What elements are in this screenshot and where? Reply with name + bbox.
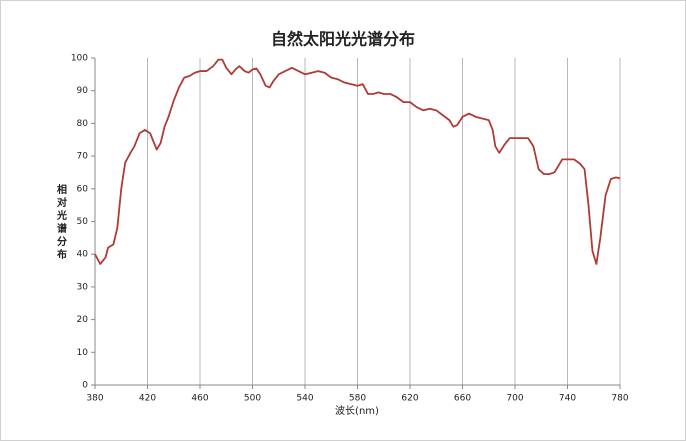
x-tick-label: 540 [296, 394, 313, 404]
chart-title: 自然太阳光光谱分布 [271, 30, 415, 49]
x-tick-label: 700 [506, 394, 523, 404]
x-tick-label: 580 [349, 394, 366, 404]
y-tick-label: 10 [77, 348, 89, 358]
x-tick-label: 740 [559, 394, 576, 404]
y-tick-label: 80 [77, 119, 89, 129]
x-axis-label: 波长(nm) [335, 404, 379, 417]
y-tick-label: 70 [77, 152, 89, 162]
data-line [94, 58, 621, 265]
x-tick-label: 500 [244, 394, 261, 404]
y-tick-label: 100 [71, 54, 88, 64]
y-tick-label: 60 [77, 184, 89, 194]
x-tick-label: 660 [454, 394, 471, 404]
x-tick-label: 420 [139, 394, 156, 404]
y-axis-label: 相对光谱分布 [57, 185, 67, 261]
y-tick-label: 30 [77, 282, 89, 292]
x-tick-label: 620 [401, 394, 418, 404]
x-tick-label: 460 [191, 394, 208, 404]
y-tick-label: 0 [82, 381, 88, 391]
y-tick-label: 20 [77, 315, 89, 325]
y-tick-label: 40 [77, 250, 89, 260]
y-tick-label: 50 [77, 217, 89, 227]
x-tick-label: 780 [611, 394, 628, 404]
y-tick-label: 90 [77, 86, 89, 96]
x-tick-label: 380 [86, 394, 103, 404]
